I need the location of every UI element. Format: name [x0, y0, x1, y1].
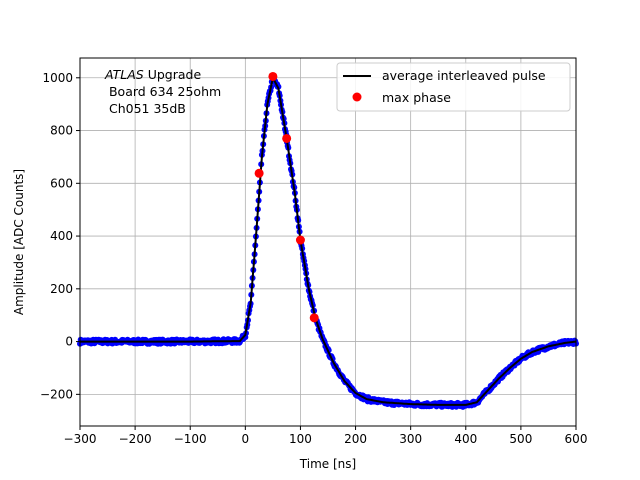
max-phase-point: [282, 133, 292, 143]
x-tick-label: −300: [64, 432, 97, 446]
x-tick-label: −200: [119, 432, 152, 446]
legend: average interleaved pulse max phase: [336, 62, 571, 112]
x-tick-label: 400: [454, 432, 477, 446]
max-phase-point: [254, 168, 264, 178]
y-tick-label: −200: [40, 387, 73, 401]
y-axis-ticks: −200 0 200 400 600 800 1000: [40, 71, 80, 401]
y-tick-label: 200: [50, 282, 73, 296]
max-phase-point: [268, 71, 278, 81]
x-tick-label: 200: [344, 432, 367, 446]
y-tick-label: 800: [50, 124, 73, 138]
x-tick-label: 600: [565, 432, 588, 446]
plot-frame: [79, 57, 577, 427]
annotation-line-1: ATLAS Upgrade: [104, 67, 201, 82]
x-tick-label: −100: [174, 432, 207, 446]
annotation-line-2: Board 634 25ohm: [105, 84, 221, 99]
y-tick-label: 600: [50, 176, 73, 190]
x-tick-label: 0: [242, 432, 250, 446]
x-tick-label: 500: [509, 432, 532, 446]
x-axis-ticks: −300 −200 −100 0 100 200 300 400 500 600: [64, 426, 588, 446]
legend-label-average: average interleaved pulse: [382, 68, 546, 83]
max-phase-points: [254, 71, 319, 323]
average-pulse-line: [80, 74, 577, 406]
legend-marker-swatch: [352, 92, 362, 102]
annotation-atlas: ATLAS: [104, 67, 144, 82]
y-tick-label: 0: [65, 335, 73, 349]
x-tick-label: 100: [289, 432, 312, 446]
legend-box: [336, 62, 571, 112]
sample-points: [77, 73, 579, 410]
x-axis-label: Time [ns]: [299, 457, 356, 471]
max-phase-point: [295, 235, 305, 245]
annotation-upgrade: Upgrade: [144, 67, 202, 82]
y-tick-label: 400: [50, 229, 73, 243]
legend-label-max-phase: max phase: [382, 90, 451, 105]
annotation-block: ATLAS Upgrade Board 634 25ohm Ch051 35dB: [104, 67, 221, 116]
x-tick-label: 300: [399, 432, 422, 446]
y-axis-label: Amplitude [ADC Counts]: [12, 169, 26, 315]
y-tick-label: 1000: [42, 71, 73, 85]
max-phase-point: [309, 313, 319, 323]
annotation-line-3: Ch051 35dB: [105, 101, 186, 116]
